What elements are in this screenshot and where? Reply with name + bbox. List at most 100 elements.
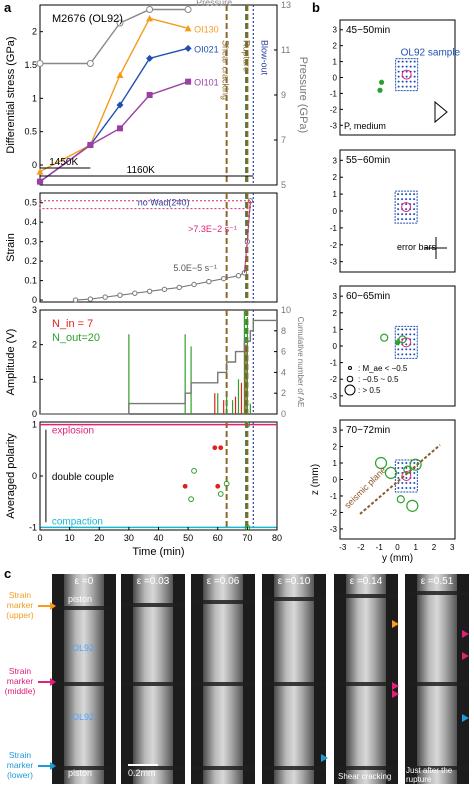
sample-dot-3-1-0 — [397, 467, 400, 470]
sample-dot-2-0-0 — [397, 328, 400, 331]
strain-image-0: ε =0 — [52, 574, 116, 784]
time-tick-label-0: 0 — [37, 533, 42, 543]
cumulative-y-tick-label-4: 8 — [281, 326, 286, 336]
z-tick-label-1-4: 1 — [333, 190, 338, 199]
panel-marker-arrow-5 — [462, 714, 469, 722]
location-point-3-0 — [374, 456, 388, 470]
temp-label-1160: 1160K — [127, 165, 156, 176]
panel-marker-arrow-2 — [392, 690, 399, 698]
strain-marker-line-1-0 — [121, 603, 185, 607]
location-time-label-3: 70−72min — [346, 425, 390, 436]
polarity-out-point-2 — [217, 491, 224, 497]
strain-point-4 — [132, 290, 138, 296]
z-tick-label-1-6: 3 — [333, 156, 338, 165]
sample-dot-1-3-0 — [397, 208, 400, 211]
strain-point-3 — [117, 292, 123, 298]
sample-dot-2-2-4 — [413, 338, 416, 341]
time-tick-label-7: 70 — [242, 533, 252, 543]
y-tick-label-1: -2 — [357, 543, 365, 552]
sample-dot-3-2-4 — [413, 472, 416, 475]
strain-value-label-2: ε =0.06 — [206, 576, 240, 587]
strain-y-tick-label-3: 0.3 — [24, 237, 37, 247]
magnitude-legend-icon-0 — [348, 366, 352, 370]
explosion-label: explosion — [52, 426, 94, 437]
scale-bar — [128, 764, 158, 766]
strain-image-4: ε =0.14 — [334, 574, 398, 784]
strain-marker-arrow-2 — [38, 765, 52, 767]
polarity-y-tick-label-0: -1 — [29, 522, 37, 532]
z-tick-label-3-4: 1 — [333, 459, 338, 468]
oi130-point-0 — [36, 168, 44, 175]
strain-value-label-4: ε =0.14 — [349, 576, 383, 587]
sample-dot-0-0-1 — [401, 60, 404, 63]
z-tick-label-2-5: 2 — [333, 309, 338, 318]
z-tick-label-0-4: 1 — [333, 58, 338, 67]
sample-dot-0-0-3 — [409, 60, 412, 63]
sample-dot-0-3-4 — [413, 75, 416, 78]
sample-dot-2-1-1 — [401, 333, 404, 336]
sample-dot-2-0-2 — [405, 328, 408, 331]
stress-y-tick-label-0: 0 — [32, 160, 37, 170]
strain-y-tick-label-0: 0 — [32, 295, 37, 305]
z-tick-label-2-4: 1 — [333, 325, 338, 334]
strain-image-1: ε =0.03 — [121, 574, 185, 784]
pressure-point-4 — [184, 6, 192, 13]
stress-y-tick-label-2: 1 — [32, 93, 37, 103]
stress-y-tick-label-4: 2 — [32, 27, 37, 37]
sample-dot-3-5-4 — [413, 487, 416, 490]
pressure-y-tick-label-3: 11 — [281, 45, 290, 55]
oi101-point-3 — [146, 92, 153, 98]
sample-column-1 — [133, 574, 173, 784]
sample-center-3 — [401, 471, 412, 482]
sample-dot-2-4-2 — [405, 348, 408, 351]
sample-dot-3-1-1 — [401, 467, 404, 470]
strain-point-6 — [161, 286, 168, 293]
sample-outline-1 — [394, 190, 418, 224]
z-tick-label-2-6: 3 — [333, 292, 338, 301]
magnitude-legend-icon-2 — [344, 384, 356, 396]
sample-dot-2-1-2 — [405, 333, 408, 336]
strain-point-9 — [206, 278, 212, 285]
strain-marker-line-2-1 — [191, 682, 255, 686]
pressure-series-label: Pressure — [196, 0, 232, 8]
ae-location-panels: 45−50min OL92 sample P, medium -3 -2 -1 0 1 2 3 55… — [310, 19, 461, 564]
panel-marker-arrow-4 — [462, 652, 469, 660]
strain-marker-line-3-2 — [262, 766, 326, 770]
sample-dot-1-5-2 — [405, 218, 408, 221]
sample-dot-0-4-2 — [405, 80, 408, 83]
magnitude-legend-label-2: : > 0.5 — [358, 386, 381, 395]
strain-point-5 — [146, 288, 153, 294]
sample-dot-1-4-4 — [413, 213, 416, 216]
location-point-3-5 — [406, 499, 419, 512]
sample-dot-3-4-4 — [413, 482, 416, 485]
strain-fast-segment — [243, 200, 251, 273]
cumulative-y-tick-label-2: 4 — [281, 367, 286, 377]
ae-y-tick-label-0: 0 — [32, 409, 37, 419]
time-tick-label-1: 10 — [65, 533, 75, 543]
location-frame-1 — [339, 149, 456, 273]
y-tick-label-6: 3 — [450, 543, 455, 552]
strain-marker-label-2: Strain marker (lower) — [6, 750, 34, 780]
sample-dot-0-4-0 — [397, 80, 400, 83]
strain-marker-line-0-2 — [52, 766, 116, 770]
sample-dot-0-3-2 — [405, 75, 408, 78]
sample-dot-3-5-0 — [397, 487, 400, 490]
z-tick-label-0-2: -1 — [330, 89, 338, 98]
temp-label-1450: 1450K — [49, 157, 78, 168]
strain-value-label-1: ε =0.03 — [136, 576, 170, 587]
strain-marker-label-1: Strain marker (middle) — [4, 666, 36, 696]
sample-dot-0-4-4 — [413, 80, 416, 83]
z-tick-label-1-2: -1 — [330, 224, 338, 233]
strain-point-1 — [87, 296, 94, 302]
sample-dot-1-0-2 — [405, 193, 408, 196]
z-tick-label-3-1: -2 — [330, 508, 338, 517]
polarity-out-point-0 — [191, 467, 197, 474]
time-tick-label-2: 20 — [94, 533, 104, 543]
panel-marker-arrow-3 — [462, 630, 469, 638]
panel-marker-arrow-1 — [392, 682, 399, 690]
sample-column-3 — [274, 574, 314, 784]
sample-center-1 — [401, 202, 412, 213]
sample-dot-0-1-3 — [409, 65, 412, 68]
location-point-3-3 — [409, 458, 422, 471]
